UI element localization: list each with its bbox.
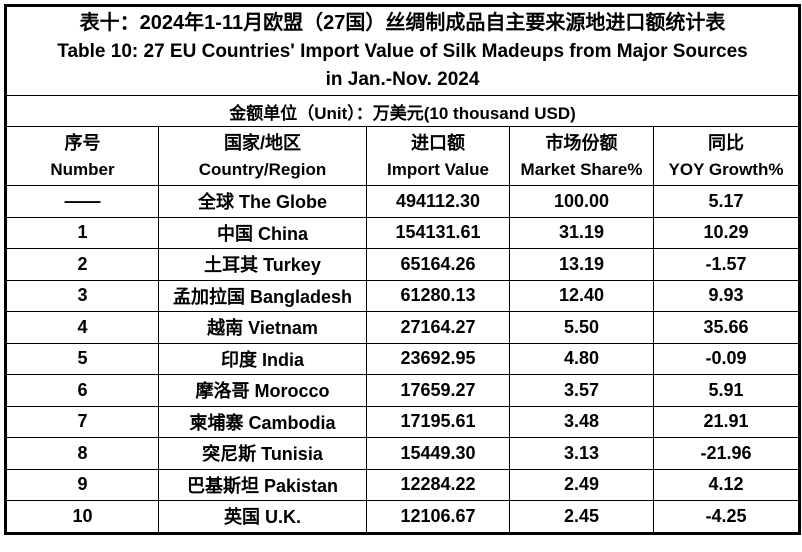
- table-row: 7 柬埔寨 Cambodia 17195.61 3.48 21.91: [5, 405, 801, 438]
- table-title-english-line2: in Jan.-Nov. 2024: [325, 68, 480, 90]
- header-number-en: Number: [50, 160, 115, 179]
- cell-import-value: 154131.61: [366, 216, 510, 249]
- header-market-share: 市场份额 Market Share%: [509, 126, 654, 186]
- header-yoy-growth-en: YOY Growth%: [668, 160, 784, 179]
- table-title: 表十：2024年1-11月欧盟（27国）丝绸制成品自主要来源地进口额统计表 Ta…: [4, 5, 801, 96]
- header-import-value-en: Import Value: [386, 160, 490, 179]
- table-row: 5 印度 India 23692.95 4.80 -0.09: [5, 342, 801, 375]
- table-row: 6 摩洛哥 Morocco 17659.27 3.57 5.91: [5, 374, 801, 407]
- header-yoy-growth: 同比 YOY Growth%: [652, 126, 801, 186]
- cell-import-value: 17659.27: [366, 374, 510, 407]
- table-row: 4 越南 Vietnam 27164.27 5.50 35.66: [5, 311, 801, 344]
- cell-market-share: 13.19: [509, 248, 654, 281]
- cell-country: 印度 India: [158, 342, 367, 375]
- table-row: 2 土耳其 Turkey 65164.26 13.19 -1.57: [5, 248, 801, 281]
- cell-import-value: 494112.30: [366, 185, 510, 218]
- title-row: 表十：2024年1-11月欧盟（27国）丝绸制成品自主要来源地进口额统计表 Ta…: [4, 5, 801, 96]
- cell-yoy-growth: 5.17: [652, 185, 801, 218]
- header-number-cn: 序号: [64, 133, 101, 153]
- cell-number: 2: [5, 248, 159, 281]
- header-market-share-cn: 市场份额: [545, 133, 618, 153]
- header-import-value-cn: 进口额: [411, 133, 465, 153]
- cell-yoy-growth: 10.29: [652, 216, 801, 249]
- cell-market-share: 2.49: [509, 468, 654, 501]
- cell-yoy-growth: 9.93: [652, 279, 801, 312]
- cell-number: 1: [5, 216, 159, 249]
- table-row: —— 全球 The Globe 494112.30 100.00 5.17: [5, 185, 801, 218]
- cell-country: 英国 U.K.: [158, 500, 367, 534]
- cell-number: 9: [5, 468, 159, 501]
- cell-market-share: 3.57: [509, 374, 654, 407]
- cell-market-share: 2.45: [509, 500, 654, 534]
- silk-madeups-import-table: 表十：2024年1-11月欧盟（27国）丝绸制成品自主要来源地进口额统计表 Ta…: [4, 4, 802, 535]
- unit-note: 金额单位（Unit）：万美元(10 thousand USD): [4, 95, 801, 127]
- cell-yoy-growth: -0.09: [652, 342, 801, 375]
- table-title-chinese: 表十：2024年1-11月欧盟（27国）丝绸制成品自主要来源地进口额统计表: [79, 11, 726, 34]
- cell-number: 3: [5, 279, 159, 312]
- cell-country: 越南 Vietnam: [158, 311, 367, 344]
- table-row: 1 中国 China 154131.61 31.19 10.29: [5, 216, 801, 249]
- cell-import-value: 61280.13: [366, 279, 510, 312]
- header-market-share-en: Market Share%: [520, 160, 643, 179]
- cell-market-share: 5.50: [509, 311, 654, 344]
- cell-import-value: 12106.67: [366, 500, 510, 534]
- cell-yoy-growth: 4.12: [652, 468, 801, 501]
- cell-market-share: 100.00: [509, 185, 654, 218]
- header-country-en: Country/Region: [198, 160, 327, 179]
- cell-market-share: 12.40: [509, 279, 654, 312]
- cell-country: 孟加拉国 Bangladesh: [158, 279, 367, 312]
- cell-import-value: 23692.95: [366, 342, 510, 375]
- cell-number: 5: [5, 342, 159, 375]
- table-row: 8 突尼斯 Tunisia 15449.30 3.13 -21.96: [5, 437, 801, 470]
- cell-country: 全球 The Globe: [158, 185, 367, 218]
- cell-yoy-growth: -1.57: [652, 248, 801, 281]
- unit-row: 金额单位（Unit）：万美元(10 thousand USD): [4, 95, 801, 127]
- cell-number: 10: [5, 500, 159, 534]
- header-yoy-growth-cn: 同比: [708, 133, 744, 153]
- cell-import-value: 65164.26: [366, 248, 510, 281]
- cell-yoy-growth: 5.91: [652, 374, 801, 407]
- cell-yoy-growth: -4.25: [652, 500, 801, 534]
- cell-country: 土耳其 Turkey: [158, 248, 367, 281]
- cell-import-value: 27164.27: [366, 311, 510, 344]
- cell-import-value: 17195.61: [366, 405, 510, 438]
- table-row: 9 巴基斯坦 Pakistan 12284.22 2.49 4.12: [5, 468, 801, 501]
- cell-market-share: 3.13: [509, 437, 654, 470]
- header-row: 序号 Number 国家/地区 Country/Region 进口额 Impor…: [5, 126, 801, 186]
- cell-country: 柬埔寨 Cambodia: [158, 405, 367, 438]
- cell-country: 摩洛哥 Morocco: [158, 374, 367, 407]
- table-row: 10 英国 U.K. 12106.67 2.45 -4.25: [5, 500, 801, 534]
- header-import-value: 进口额 Import Value: [366, 126, 510, 186]
- cell-market-share: 31.19: [509, 216, 654, 249]
- cell-market-share: 3.48: [509, 405, 654, 438]
- cell-number: 7: [5, 405, 159, 438]
- cell-import-value: 15449.30: [366, 437, 510, 470]
- cell-number: 8: [5, 437, 159, 470]
- cell-import-value: 12284.22: [366, 468, 510, 501]
- cell-country: 中国 China: [158, 216, 367, 249]
- table-row: 3 孟加拉国 Bangladesh 61280.13 12.40 9.93: [5, 279, 801, 312]
- header-country: 国家/地区 Country/Region: [158, 126, 367, 186]
- cell-yoy-growth: 35.66: [652, 311, 801, 344]
- cell-yoy-growth: 21.91: [652, 405, 801, 438]
- header-country-cn: 国家/地区: [223, 133, 301, 153]
- header-number: 序号 Number: [5, 126, 159, 186]
- cell-number: ——: [5, 185, 159, 218]
- cell-number: 4: [5, 311, 159, 344]
- cell-country: 突尼斯 Tunisia: [158, 437, 367, 470]
- table-title-english-line1: Table 10: 27 EU Countries' Import Value …: [57, 40, 748, 62]
- cell-country: 巴基斯坦 Pakistan: [158, 468, 367, 501]
- cell-number: 6: [5, 374, 159, 407]
- cell-market-share: 4.80: [509, 342, 654, 375]
- cell-yoy-growth: -21.96: [652, 437, 801, 470]
